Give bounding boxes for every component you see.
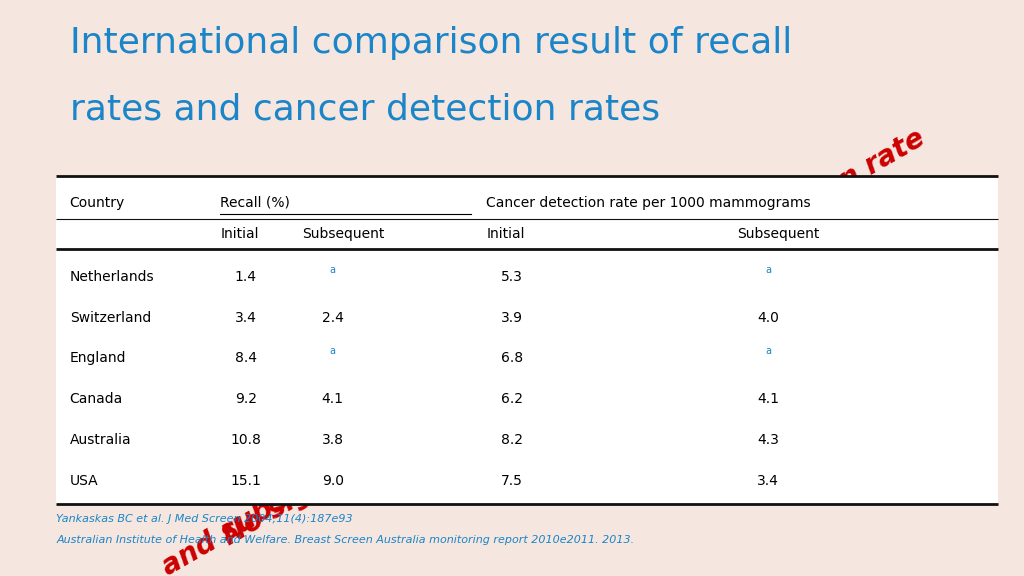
Text: 6.2: 6.2 <box>501 392 523 406</box>
Text: a: a <box>765 346 771 357</box>
Text: International comparison result of recall: International comparison result of recal… <box>70 26 792 60</box>
Text: 4.3: 4.3 <box>757 433 779 447</box>
Text: 10.8: 10.8 <box>230 433 261 447</box>
Text: 3.4: 3.4 <box>757 473 779 488</box>
Text: USA: USA <box>70 473 98 488</box>
Text: a: a <box>330 265 336 275</box>
Text: Initial: Initial <box>486 227 525 241</box>
Text: Subsequent: Subsequent <box>737 227 819 241</box>
Text: Netherlands: Netherlands <box>70 270 155 284</box>
Text: 4.0: 4.0 <box>757 310 779 324</box>
Text: a: a <box>330 346 336 357</box>
Text: 3.4: 3.4 <box>234 310 257 324</box>
Text: Subsequent: Subsequent <box>302 227 384 241</box>
Text: 2.4: 2.4 <box>322 310 344 324</box>
Text: Yankaskas BC et al. J Med Screen 2004;11(4):187e93: Yankaskas BC et al. J Med Screen 2004;11… <box>56 514 353 524</box>
Text: a: a <box>765 265 771 275</box>
Text: 4.1: 4.1 <box>757 392 779 406</box>
Text: England: England <box>70 351 126 365</box>
Text: 5.3: 5.3 <box>501 270 523 284</box>
Text: and substantional increase of the recall rate: and substantional increase of the recall… <box>157 208 775 576</box>
Text: Country: Country <box>70 196 125 210</box>
Text: 4.1: 4.1 <box>322 392 344 406</box>
Text: 8.4: 8.4 <box>234 351 257 365</box>
Text: 9.2: 9.2 <box>234 392 257 406</box>
Text: 3.9: 3.9 <box>501 310 523 324</box>
Text: Australian Institute of Health and Welfare. Breast Screen Australia monitoring r: Australian Institute of Health and Welfa… <box>56 535 635 544</box>
Text: 9.0: 9.0 <box>322 473 344 488</box>
Text: 6.8: 6.8 <box>501 351 523 365</box>
Text: Switzerland: Switzerland <box>70 310 151 324</box>
Text: rates and cancer detection rates: rates and cancer detection rates <box>70 92 659 126</box>
Text: 7.5: 7.5 <box>501 473 523 488</box>
Text: Cancer detection rate per 1000 mammograms: Cancer detection rate per 1000 mammogram… <box>486 196 811 210</box>
Text: 3.8: 3.8 <box>322 433 344 447</box>
Text: Recall (%): Recall (%) <box>220 196 290 210</box>
Text: Initial: Initial <box>220 227 259 241</box>
Text: No significant increase in the cancer detection rate: No significant increase in the cancer de… <box>217 123 930 551</box>
Text: 1.4: 1.4 <box>234 270 257 284</box>
Text: Canada: Canada <box>70 392 123 406</box>
Text: 15.1: 15.1 <box>230 473 261 488</box>
Text: Australia: Australia <box>70 433 131 447</box>
Text: 8.2: 8.2 <box>501 433 523 447</box>
